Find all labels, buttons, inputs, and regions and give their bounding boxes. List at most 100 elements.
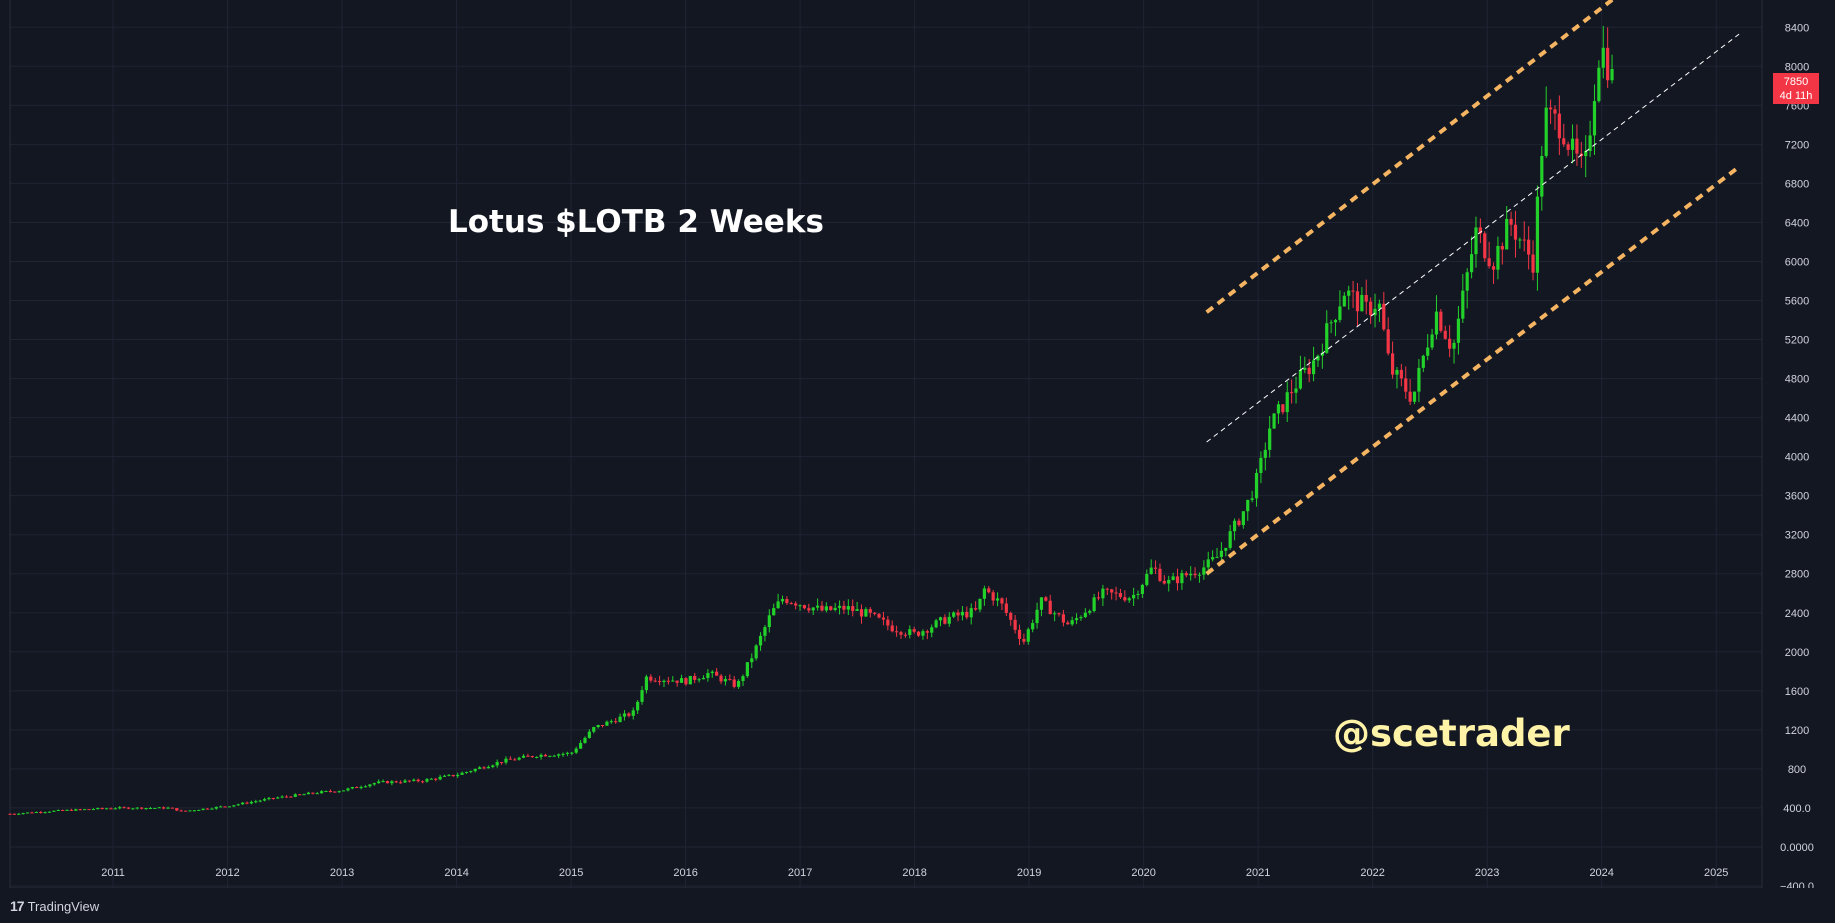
- candle-body: [65, 809, 69, 811]
- candle-body: [372, 783, 376, 785]
- candle-body: [1351, 290, 1355, 292]
- candle-body: [61, 809, 65, 811]
- candle-body: [1408, 391, 1412, 402]
- candle-body: [293, 794, 297, 797]
- candle-body: [609, 721, 613, 723]
- candle-body: [311, 792, 315, 794]
- candle-body: [600, 724, 605, 726]
- candle-body: [39, 812, 43, 814]
- candle-body: [974, 608, 978, 610]
- candle-body: [267, 797, 271, 800]
- candle-body: [425, 779, 429, 782]
- candle-body: [1465, 272, 1469, 291]
- candle-body: [816, 605, 820, 608]
- candle-body: [205, 808, 210, 810]
- candle-body: [1426, 347, 1430, 356]
- candle-body: [1417, 367, 1421, 392]
- candle-body: [420, 781, 425, 783]
- candle-body: [693, 675, 697, 680]
- candle-body: [956, 612, 960, 616]
- candle-body: [715, 671, 719, 676]
- candle-body: [1066, 622, 1070, 625]
- price-tick-label: 3200: [1785, 530, 1809, 542]
- channel-upper-line[interactable]: [1205, 0, 1625, 314]
- candle-body: [960, 611, 965, 616]
- candle-body: [916, 631, 921, 636]
- candle-body: [1316, 355, 1320, 361]
- candle-body: [802, 605, 807, 609]
- candle-body: [570, 752, 574, 754]
- candle-body: [1294, 388, 1298, 393]
- price-axis[interactable]: 8400800076007200680064006000560052004800…: [1761, 0, 1814, 893]
- candle-body: [877, 613, 881, 618]
- candle-body: [899, 632, 903, 635]
- candle-body: [442, 775, 447, 777]
- candle-body: [249, 801, 254, 804]
- tradingview-brand[interactable]: 17 TradingView: [10, 898, 99, 914]
- candle-body: [1035, 609, 1039, 624]
- candle-body: [1452, 342, 1456, 349]
- candle-body: [43, 812, 47, 814]
- candle-body: [697, 679, 701, 681]
- candle-body: [723, 678, 728, 682]
- candle-body: [1557, 113, 1561, 139]
- candle-body: [78, 809, 82, 811]
- bar-countdown: 4d 11h: [1779, 90, 1813, 102]
- candle-body: [776, 601, 780, 609]
- candle-body: [284, 796, 289, 798]
- candle-body: [236, 804, 240, 806]
- candle-body: [1074, 618, 1079, 621]
- candle-body: [412, 779, 416, 781]
- candle-body: [517, 757, 521, 760]
- candle-body: [1601, 47, 1605, 68]
- candle-body: [162, 807, 166, 809]
- candle-body: [219, 806, 223, 808]
- candle-body: [1136, 593, 1140, 595]
- candle-body: [399, 782, 403, 784]
- candle-body: [280, 796, 284, 798]
- candle-body: [1373, 308, 1377, 316]
- candle-body: [473, 768, 477, 772]
- candle-body: [258, 800, 262, 802]
- candle-body: [772, 608, 776, 616]
- candle-body: [1548, 107, 1553, 110]
- candle-body: [1544, 107, 1548, 156]
- price-tick-label: 7200: [1785, 139, 1809, 151]
- tradingview-logo-icon: 17: [10, 898, 25, 914]
- candle-body: [1500, 245, 1504, 250]
- candle-body: [1079, 617, 1083, 619]
- candle-body: [1272, 413, 1276, 429]
- candle-body: [938, 617, 943, 621]
- candle-body: [126, 807, 131, 809]
- candle-body: [157, 807, 161, 809]
- candle-body: [631, 710, 635, 716]
- candle-body: [521, 755, 526, 758]
- candle-body: [320, 791, 324, 794]
- candle-body: [179, 810, 183, 812]
- candle-body: [298, 794, 302, 796]
- candle-body: [644, 676, 649, 691]
- candle-body: [535, 756, 539, 758]
- candle-body: [306, 792, 311, 795]
- candle-body: [583, 737, 587, 743]
- time-tick-label: 2014: [444, 867, 468, 879]
- last-price-value: 7850: [1783, 76, 1809, 88]
- candle-body: [1342, 295, 1346, 307]
- candle-body: [1162, 580, 1166, 584]
- candle-body: [530, 756, 534, 758]
- candle-body: [1395, 369, 1399, 375]
- time-axis[interactable]: 2011 2012 2013 2014 2015 2016 2017 2018 2019 2020…: [10, 867, 1762, 889]
- candle-body: [1456, 318, 1461, 343]
- channel-mid-line[interactable]: [1206, 33, 1740, 443]
- candle-body: [25, 812, 30, 814]
- candle-body: [1224, 547, 1228, 551]
- channel-lower-line[interactable]: [1205, 165, 1741, 576]
- candle-body: [1404, 378, 1408, 392]
- candle-body: [1298, 369, 1303, 389]
- candle-body: [74, 809, 78, 811]
- candle-body: [1570, 138, 1575, 150]
- time-tick-label: 2011: [101, 867, 125, 879]
- price-tick-label: 2800: [1785, 569, 1809, 581]
- candle-body: [605, 721, 609, 726]
